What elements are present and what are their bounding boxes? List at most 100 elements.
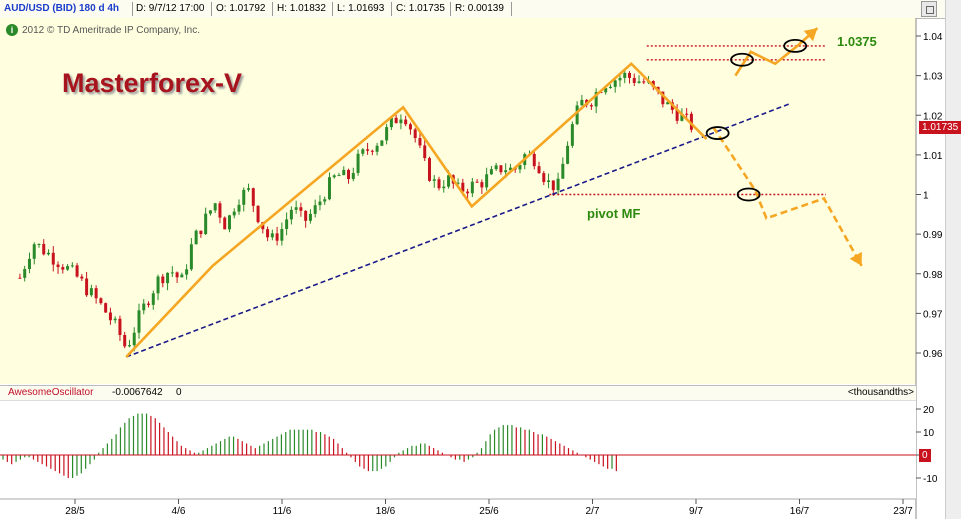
candle-body [32,244,36,259]
osc-y-tick-label: 20 [923,405,935,416]
trendline [125,102,792,358]
candle-body [408,124,412,130]
candle-body [628,72,632,78]
candle-body [480,182,484,188]
oscillator-plot-area [0,400,916,499]
open-label: O: 1.01792 [216,3,266,14]
candle-body [494,165,498,170]
candle-body [608,86,612,89]
y-tick-label: 0.96 [923,349,943,360]
candle-body [589,105,593,107]
candle-body [342,169,346,176]
candle-body [70,265,74,267]
vertical-scrollbar[interactable] [945,0,961,519]
candle-body [108,312,112,321]
candle-body [94,288,98,299]
signal-circle [783,39,808,53]
forecast-up-arrow [734,27,819,77]
candle-body [118,318,122,335]
signal-circles [705,39,808,202]
candle-body [161,276,165,284]
candle-body [289,209,293,220]
candle-body [532,153,536,167]
candle-body [580,99,584,106]
osc-y-tick-label: 10 [923,428,935,439]
candle-body [170,272,174,274]
forecast-arrows [712,27,863,267]
separator [450,2,451,16]
candle-body [447,175,451,187]
x-tick-label: 28/5 [65,506,85,517]
candle-body [437,179,441,189]
candle-body [294,207,298,210]
candle-body [632,77,636,83]
forecast-down-arrow [712,126,863,267]
candle-body [385,127,389,141]
candle-body [275,233,279,241]
oscillator-y-axis: 20 10 -10 [916,405,938,485]
range-label: R: 0.00139 [455,3,504,14]
y-tick-label: 0.98 [923,270,943,281]
candle-body [213,203,217,211]
candle-body [313,205,317,214]
forecast-down-arrow-head [849,251,862,266]
candle-body [227,215,231,230]
symbol-label[interactable]: AUD/USD (BID) 180 d 4h [4,3,120,14]
candle-body [456,182,460,184]
candle-body [685,113,689,115]
candle-body [299,207,303,211]
candle-body [242,189,246,205]
candle-body [247,188,251,190]
candle-body [318,201,322,206]
price-chart: 0.96 0.97 0.98 0.99 1 1.01 1.02 1.03 1.04 20 10 -1… [0,18,943,519]
copyright-text: 2012 © TD Ameritrade IP Company, Inc. [22,25,201,36]
separator [132,2,133,16]
price-y-axis: 0.96 0.97 0.98 0.99 1 1.01 1.02 1.03 1.04 [916,32,943,360]
candle-body [204,213,208,235]
info-icon[interactable]: i [6,24,18,36]
candle-body [132,332,136,346]
candle-body [208,210,212,214]
candle-body [466,191,470,194]
oscillator-flag: 0 [919,449,931,462]
candle-body [427,158,431,181]
close-label: C: 1.01735 [396,3,445,14]
candle-body [666,102,670,105]
oscillator-units: <thousandths> [847,387,914,398]
restore-window-icon[interactable] [921,1,937,17]
signal-circle [705,126,730,140]
candle-body [642,81,646,83]
candle-body [266,229,270,238]
candle-body [432,179,436,181]
candle-body [251,188,255,206]
low-label: L: 1.01693 [337,3,385,14]
candle-body [85,278,89,296]
oscillator-series [0,413,916,478]
candle-body [380,140,384,146]
candle-body [142,303,146,311]
candle-body [232,211,236,216]
x-tick-label: 23/7 [893,506,913,517]
oscillator-name[interactable]: AwesomeOscillator [8,387,94,398]
candle-body [42,243,46,255]
x-tick-label: 4/6 [172,506,186,517]
candle-body [375,145,379,152]
candle-body [637,81,641,83]
candle-body [689,113,693,130]
candle-body [327,177,331,200]
x-tick-label: 11/6 [273,506,292,517]
candle-body [23,268,27,278]
candle-body [347,169,351,180]
candle-body [66,266,70,270]
signal-circle [736,187,761,202]
candle-body [489,169,493,175]
level-annotation: 1.0375 [837,34,877,49]
candle-body [366,149,370,151]
y-tick-label: 1.04 [923,32,943,43]
candle-body [332,175,336,178]
candle-body [151,293,155,305]
candle-body [61,267,65,270]
candle-body [304,210,308,221]
candle-body [18,277,22,279]
candle-body [418,138,422,146]
